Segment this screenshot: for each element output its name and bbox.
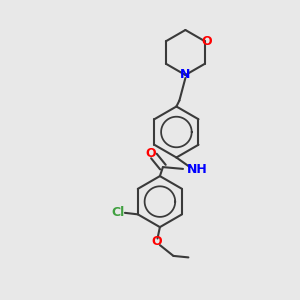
Text: N: N (180, 68, 190, 82)
Text: O: O (201, 35, 212, 48)
Text: NH: NH (187, 163, 208, 176)
Text: Cl: Cl (112, 206, 125, 219)
Text: O: O (152, 235, 162, 248)
Text: O: O (146, 147, 156, 160)
